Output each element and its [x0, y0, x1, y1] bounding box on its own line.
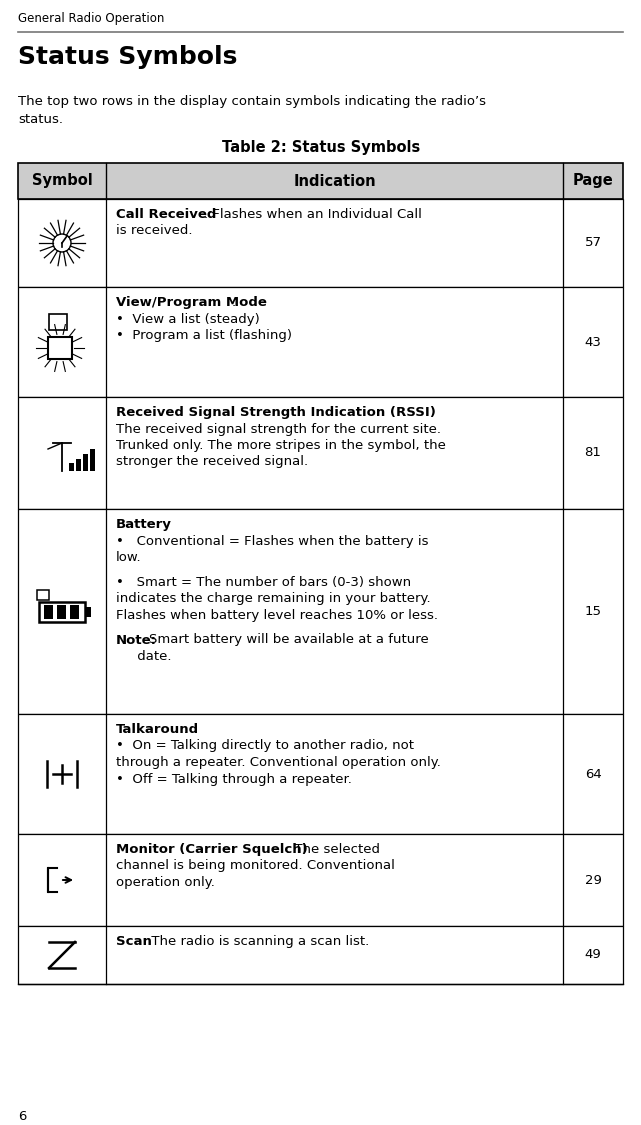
Text: low.: low.	[116, 551, 142, 564]
Bar	[39, 602, 85, 621]
Bar	[18, 926, 623, 984]
Text: The top two rows in the display contain symbols indicating the radio’s: The top two rows in the display contain …	[18, 94, 486, 108]
Text: . Flashes when an Individual Call: . Flashes when an Individual Call	[204, 208, 422, 220]
Text: View/Program Mode: View/Program Mode	[116, 296, 267, 309]
Text: Battery: Battery	[116, 518, 172, 531]
Text: .: .	[402, 406, 406, 418]
Text: Trunked only. The more stripes in the symbol, the: Trunked only. The more stripes in the sy…	[116, 439, 446, 452]
Text: 43: 43	[585, 335, 601, 349]
Bar	[18, 508, 623, 714]
Text: Table 2: Status Symbols: Table 2: Status Symbols	[222, 140, 420, 155]
Text: . The selected: . The selected	[286, 843, 380, 856]
Text: . The radio is scanning a scan list.: . The radio is scanning a scan list.	[143, 935, 369, 948]
Text: 57: 57	[585, 236, 601, 250]
Text: indicates the charge remaining in your battery.: indicates the charge remaining in your b…	[116, 592, 431, 605]
Text: .: .	[231, 296, 236, 309]
Text: Smart battery will be available at a future: Smart battery will be available at a fut…	[149, 633, 429, 647]
Bar	[85, 606, 91, 616]
Text: 81: 81	[585, 447, 601, 459]
Text: •   Conventional = Flashes when the battery is: • Conventional = Flashes when the batter…	[116, 534, 428, 548]
Text: through a repeater. Conventional operation only.: through a repeater. Conventional operati…	[116, 756, 441, 770]
Bar	[18, 287, 623, 397]
Text: Note:: Note:	[116, 633, 157, 647]
Text: •  Program a list (flashing): • Program a list (flashing)	[116, 328, 292, 342]
Text: stronger the received signal.: stronger the received signal.	[116, 456, 308, 468]
Text: Monitor (Carrier Squelch): Monitor (Carrier Squelch)	[116, 843, 308, 856]
Bar	[44, 604, 53, 619]
Text: Page: Page	[572, 173, 613, 189]
Text: .: .	[184, 723, 188, 736]
Text: Talkaround: Talkaround	[116, 723, 199, 736]
Text: 15: 15	[585, 605, 601, 618]
Text: Indication: Indication	[293, 173, 376, 189]
Bar	[18, 834, 623, 926]
Text: General Radio Operation: General Radio Operation	[18, 12, 164, 25]
Text: Call Received: Call Received	[116, 208, 217, 220]
Text: •  Off = Talking through a repeater.: • Off = Talking through a repeater.	[116, 773, 352, 785]
Bar	[18, 397, 623, 509]
Text: Flashes when battery level reaches 10% or less.: Flashes when battery level reaches 10% o…	[116, 609, 438, 622]
Text: The received signal strength for the current site.: The received signal strength for the cur…	[116, 423, 441, 435]
Bar	[37, 590, 49, 600]
Bar	[18, 714, 623, 834]
Bar	[18, 163, 623, 199]
Bar	[18, 199, 623, 287]
Bar	[69, 464, 74, 471]
Bar	[76, 459, 81, 471]
Bar	[49, 314, 67, 330]
Text: •   Smart = The number of bars (0-3) shown: • Smart = The number of bars (0-3) shown	[116, 576, 411, 588]
Text: 49: 49	[585, 948, 601, 962]
Text: Scan: Scan	[116, 935, 152, 948]
Text: is received.: is received.	[116, 225, 192, 237]
Text: operation only.: operation only.	[116, 876, 215, 889]
Bar	[57, 604, 66, 619]
Text: 64: 64	[585, 767, 601, 781]
Text: •  On = Talking directly to another radio, not: • On = Talking directly to another radio…	[116, 739, 414, 753]
Text: 6: 6	[18, 1110, 26, 1123]
Bar	[70, 604, 79, 619]
Text: •  View a list (steady): • View a list (steady)	[116, 313, 260, 325]
Text: Received Signal Strength Indication (RSSI): Received Signal Strength Indication (RSS…	[116, 406, 436, 418]
Text: date.: date.	[116, 650, 172, 663]
Bar	[83, 455, 88, 471]
Text: status.: status.	[18, 112, 63, 126]
Text: channel is being monitored. Conventional: channel is being monitored. Conventional	[116, 860, 395, 873]
Bar	[90, 449, 95, 471]
Text: Symbol: Symbol	[31, 173, 92, 189]
Bar	[48, 338, 72, 359]
Text: Status Symbols: Status Symbols	[18, 45, 237, 69]
Text: 29: 29	[585, 873, 601, 886]
